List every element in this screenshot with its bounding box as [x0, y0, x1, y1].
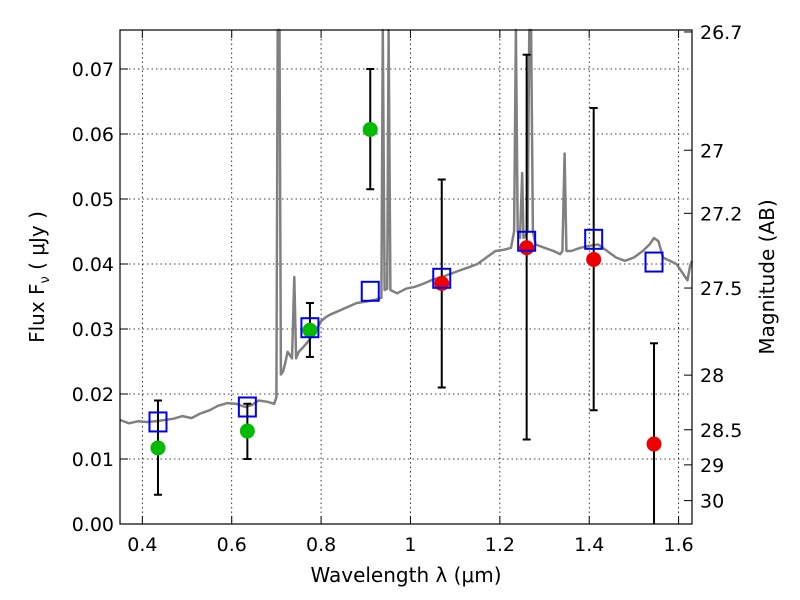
- axis-ticks: 0.4 0.6 0.8 1 1.2 1.4 1.6 0.00 0.01 0.02 0.03 0.04 0…: [72, 22, 743, 556]
- model-square-series-2: [517, 230, 537, 252]
- y-axis-label-subscript: ν: [38, 276, 53, 283]
- y2-tick-label: 27.5: [700, 278, 742, 300]
- y2-tick-label: 28.5: [700, 420, 742, 442]
- y-tick-label: 0.01: [72, 449, 114, 471]
- data-markers: [148, 121, 664, 456]
- plot-frame: [119, 29, 693, 525]
- data-point-series-1: [646, 436, 662, 452]
- y2-tick-label: 27: [700, 140, 724, 162]
- y-tick-label: 0.00: [72, 514, 114, 536]
- y-tick-label: 0.07: [72, 59, 114, 81]
- x-tick-label: 1.4: [574, 534, 604, 556]
- y2-tick-label: 27.2: [700, 203, 742, 225]
- data-point-series-1: [519, 240, 535, 256]
- x-tick-label: 0.6: [217, 534, 247, 556]
- y2-axis-label: Magnitude (AB): [755, 199, 779, 354]
- y-axis-label-main: Flux F: [25, 283, 49, 342]
- y-tick-label: 0.06: [72, 124, 114, 146]
- model-square-series-2: [644, 251, 664, 273]
- y2-tick-label: 28: [700, 365, 724, 387]
- x-tick-label: 0.8: [306, 534, 336, 556]
- model-square-series-2: [237, 396, 257, 418]
- x-tick-label: 1.2: [485, 534, 515, 556]
- model-square-series-2: [360, 280, 380, 302]
- y2-tick-label: 30: [700, 491, 724, 513]
- data-point-series-0: [150, 440, 166, 456]
- x-tick-label: 1: [404, 534, 416, 556]
- y-tick-label: 0.04: [72, 254, 114, 276]
- y-axis-label-unit: ( μJy ): [25, 211, 49, 276]
- y-tick-label: 0.03: [72, 319, 114, 341]
- data-point-series-0: [239, 423, 255, 439]
- model-square-series-2: [584, 228, 604, 250]
- data-point-series-1: [586, 251, 602, 267]
- model-square-series-2: [300, 317, 320, 339]
- y-tick-label: 0.02: [72, 384, 114, 406]
- x-axis-label: Wavelength λ (μm): [310, 563, 501, 587]
- data-point-series-0: [302, 322, 318, 338]
- y-tick-label: 0.05: [72, 189, 114, 211]
- y-axis-label: Flux Fν ( μJy ): [25, 211, 53, 343]
- x-tick-label: 1.6: [663, 534, 693, 556]
- y2-tick-label: 26.7: [700, 22, 742, 44]
- model-square-series-2: [148, 411, 168, 433]
- y2-tick-label: 29: [700, 455, 724, 477]
- x-tick-label: 0.4: [127, 534, 157, 556]
- model-square-series-2: [432, 267, 452, 289]
- data-point-series-0: [362, 121, 378, 137]
